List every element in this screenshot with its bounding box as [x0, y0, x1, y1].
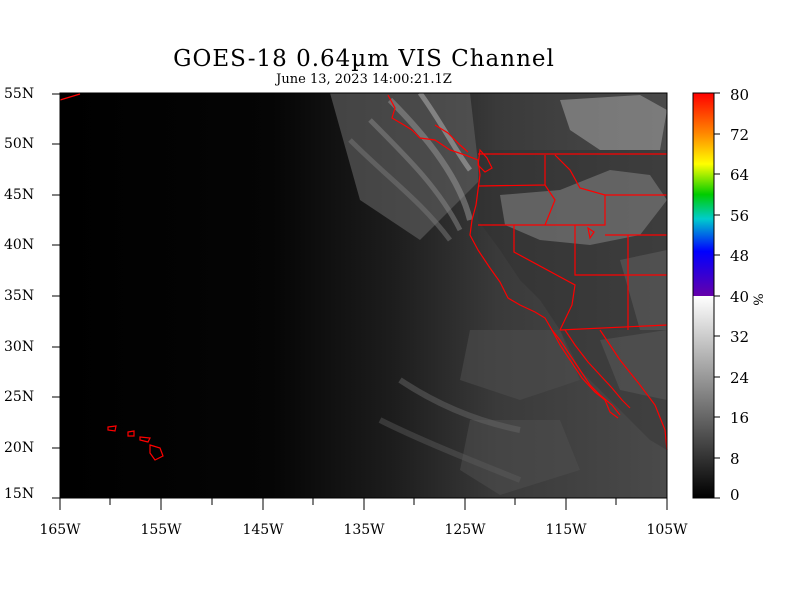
colorbar-tick-80: 80: [730, 86, 750, 104]
lat-label-40n: 40N: [4, 237, 35, 253]
lon-label-165w: 165W: [39, 522, 81, 538]
lat-label-30n: 30N: [4, 339, 35, 355]
colorbar-tick-8: 8: [730, 450, 740, 468]
lon-label-115w: 115W: [545, 522, 587, 538]
map-timestamp: June 13, 2023 14:00:21.1Z: [276, 72, 452, 87]
colorbar-tick-16: 16: [730, 409, 750, 427]
lon-label-145w: 145W: [242, 522, 284, 538]
colorbar-unit: %: [749, 293, 765, 306]
colorbar-tick-48: 48: [730, 247, 750, 265]
colorbar-tick-0: 0: [730, 486, 740, 504]
colorbar-tick-24: 24: [730, 369, 750, 387]
map-title: GOES-18 0.64µm VIS Channel: [173, 46, 555, 72]
lat-label-50n: 50N: [4, 136, 35, 152]
lon-label-105w: 105W: [646, 522, 688, 538]
lat-label-55n: 55N: [4, 86, 35, 102]
lat-label-45n: 45N: [4, 187, 35, 203]
lat-label-35n: 35N: [4, 288, 35, 304]
colorbar-tick-64: 64: [730, 166, 750, 184]
lon-label-155w: 155W: [140, 522, 182, 538]
lat-label-25n: 25N: [4, 389, 35, 405]
lat-label-15n: 15N: [4, 486, 35, 502]
colorbar-tick-72: 72: [730, 126, 750, 144]
lon-ticks: [59, 498, 668, 510]
colorbar-tick-32: 32: [730, 328, 750, 346]
colorbar-tick-56: 56: [730, 207, 750, 225]
lon-label-125w: 125W: [444, 522, 486, 538]
lon-label-135w: 135W: [343, 522, 385, 538]
political-borders: [59, 93, 668, 461]
colorbar-gray-segment: [693, 296, 714, 498]
lat-ticks: [52, 93, 60, 499]
colorbar-color-segment: [693, 93, 714, 296]
colorbar: [692, 92, 720, 499]
colorbar-tick-40: 40: [730, 288, 750, 306]
lat-label-20n: 20N: [4, 440, 35, 456]
